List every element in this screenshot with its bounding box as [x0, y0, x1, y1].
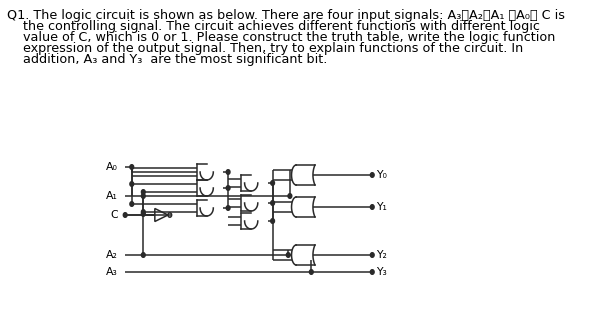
- Circle shape: [371, 205, 374, 209]
- Circle shape: [371, 270, 374, 274]
- Circle shape: [141, 253, 145, 257]
- Text: A₂: A₂: [106, 250, 118, 260]
- Circle shape: [288, 194, 292, 198]
- Circle shape: [141, 212, 145, 216]
- Circle shape: [130, 202, 133, 206]
- Circle shape: [310, 270, 313, 274]
- Text: A₃: A₃: [106, 267, 118, 277]
- Circle shape: [141, 190, 145, 194]
- Text: Y₁: Y₁: [377, 202, 387, 212]
- Circle shape: [271, 201, 275, 205]
- Text: Q1. The logic circuit is shown as below. There are four input signals: A₃、A₂、A₁ : Q1. The logic circuit is shown as below.…: [7, 9, 565, 22]
- Text: expression of the output signal. Then, try to explain functions of the circuit. : expression of the output signal. Then, t…: [7, 42, 523, 55]
- Text: A₀: A₀: [106, 162, 118, 172]
- Circle shape: [123, 213, 127, 217]
- Circle shape: [130, 182, 133, 186]
- Circle shape: [271, 181, 275, 185]
- Text: the controlling signal. The circuit achieves different functions with different : the controlling signal. The circuit achi…: [7, 20, 540, 33]
- Circle shape: [130, 165, 133, 169]
- Circle shape: [371, 173, 374, 177]
- Circle shape: [286, 253, 290, 257]
- Text: Y₀: Y₀: [377, 170, 387, 180]
- Text: Y₃: Y₃: [377, 267, 387, 277]
- Text: Y₂: Y₂: [377, 250, 387, 260]
- Circle shape: [141, 194, 145, 198]
- Circle shape: [227, 186, 230, 190]
- Text: C: C: [110, 210, 118, 220]
- Circle shape: [227, 170, 230, 174]
- Circle shape: [271, 219, 275, 223]
- Circle shape: [227, 206, 230, 210]
- Circle shape: [371, 253, 374, 257]
- Text: addition, A₃ and Y₃  are the most significant bit.: addition, A₃ and Y₃ are the most signifi…: [7, 53, 327, 66]
- Text: A₁: A₁: [106, 191, 118, 201]
- Text: value of C, which is 0 or 1. Please construct the truth table, write the logic f: value of C, which is 0 or 1. Please cons…: [7, 31, 555, 44]
- Circle shape: [141, 210, 145, 214]
